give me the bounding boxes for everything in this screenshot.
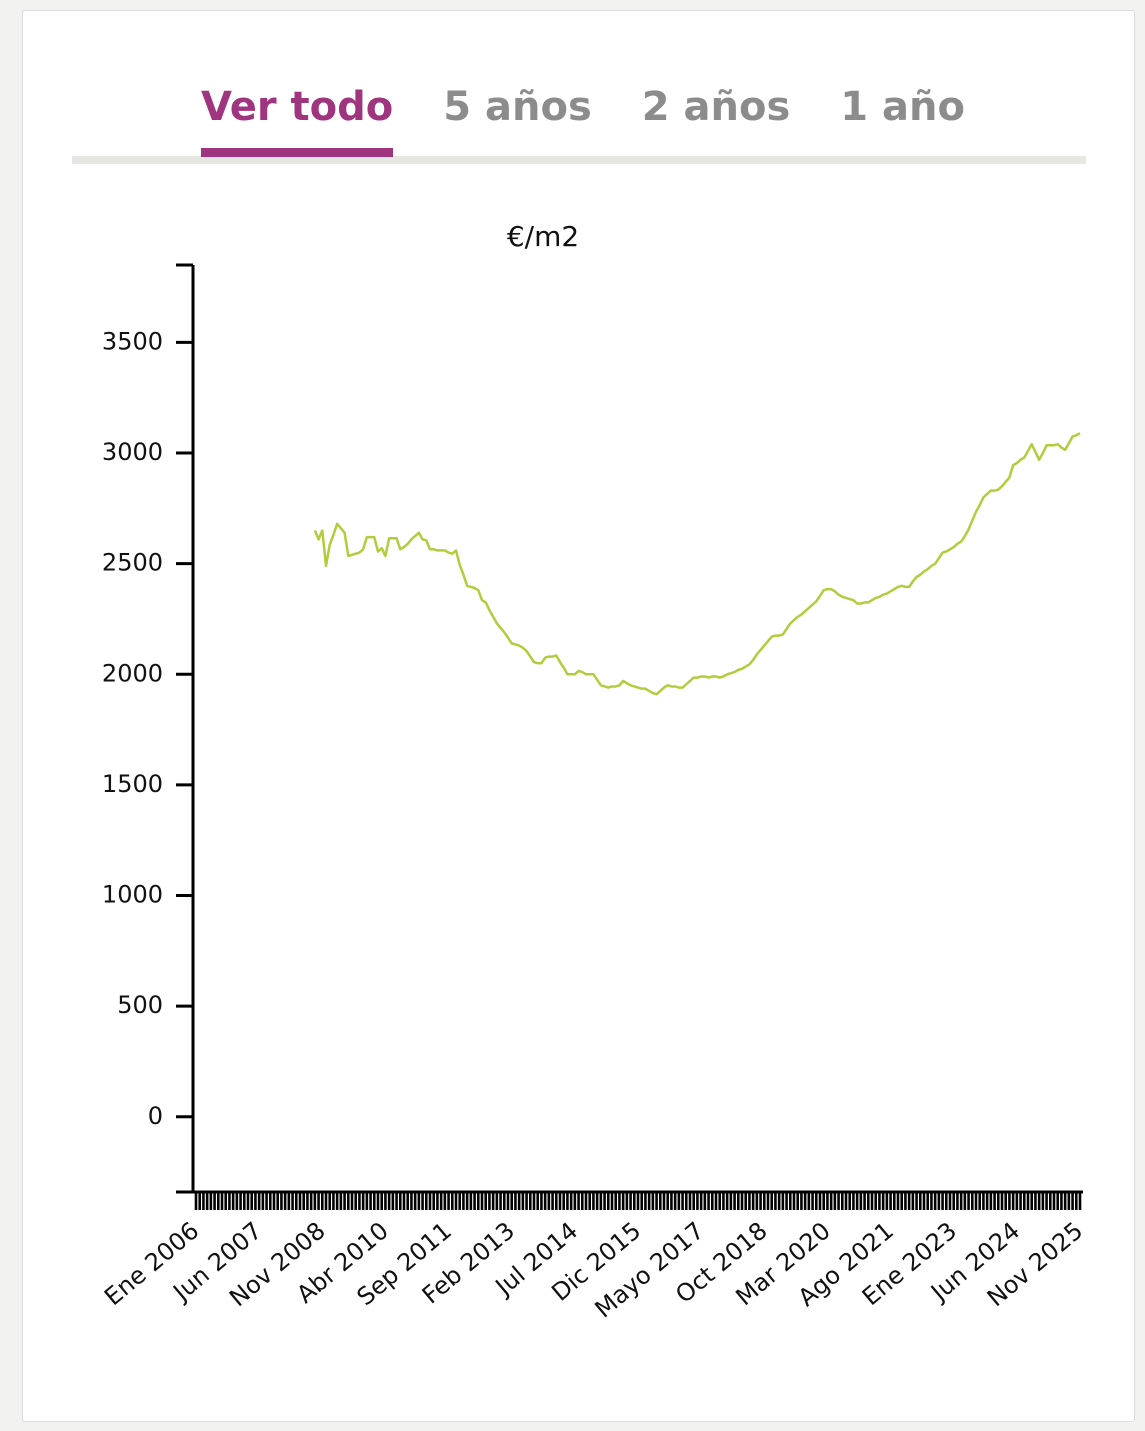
tabs: Ver todo 5 años 2 años 1 año bbox=[201, 84, 965, 157]
y-tick-label: 3000 bbox=[102, 438, 163, 466]
price-line bbox=[313, 432, 1081, 696]
y-axis-title: €/m2 bbox=[507, 220, 579, 253]
tab[interactable]: 5 años bbox=[443, 84, 592, 130]
tab-bar bbox=[72, 156, 1086, 164]
y-tick-label: 0 bbox=[148, 1102, 163, 1130]
y-tick-label: 2000 bbox=[102, 659, 163, 687]
y-tick-label: 500 bbox=[117, 991, 163, 1019]
tab[interactable]: 2 años bbox=[641, 84, 791, 130]
tab[interactable]: Ver todo bbox=[201, 84, 394, 157]
card bbox=[22, 10, 1135, 1422]
tab[interactable]: 1 año bbox=[840, 84, 966, 130]
y-tick-label: 2500 bbox=[102, 549, 163, 577]
y-tick-label: 3500 bbox=[102, 327, 163, 355]
y-tick-label: 1000 bbox=[102, 881, 163, 909]
y-tick-label: 1500 bbox=[102, 770, 163, 798]
